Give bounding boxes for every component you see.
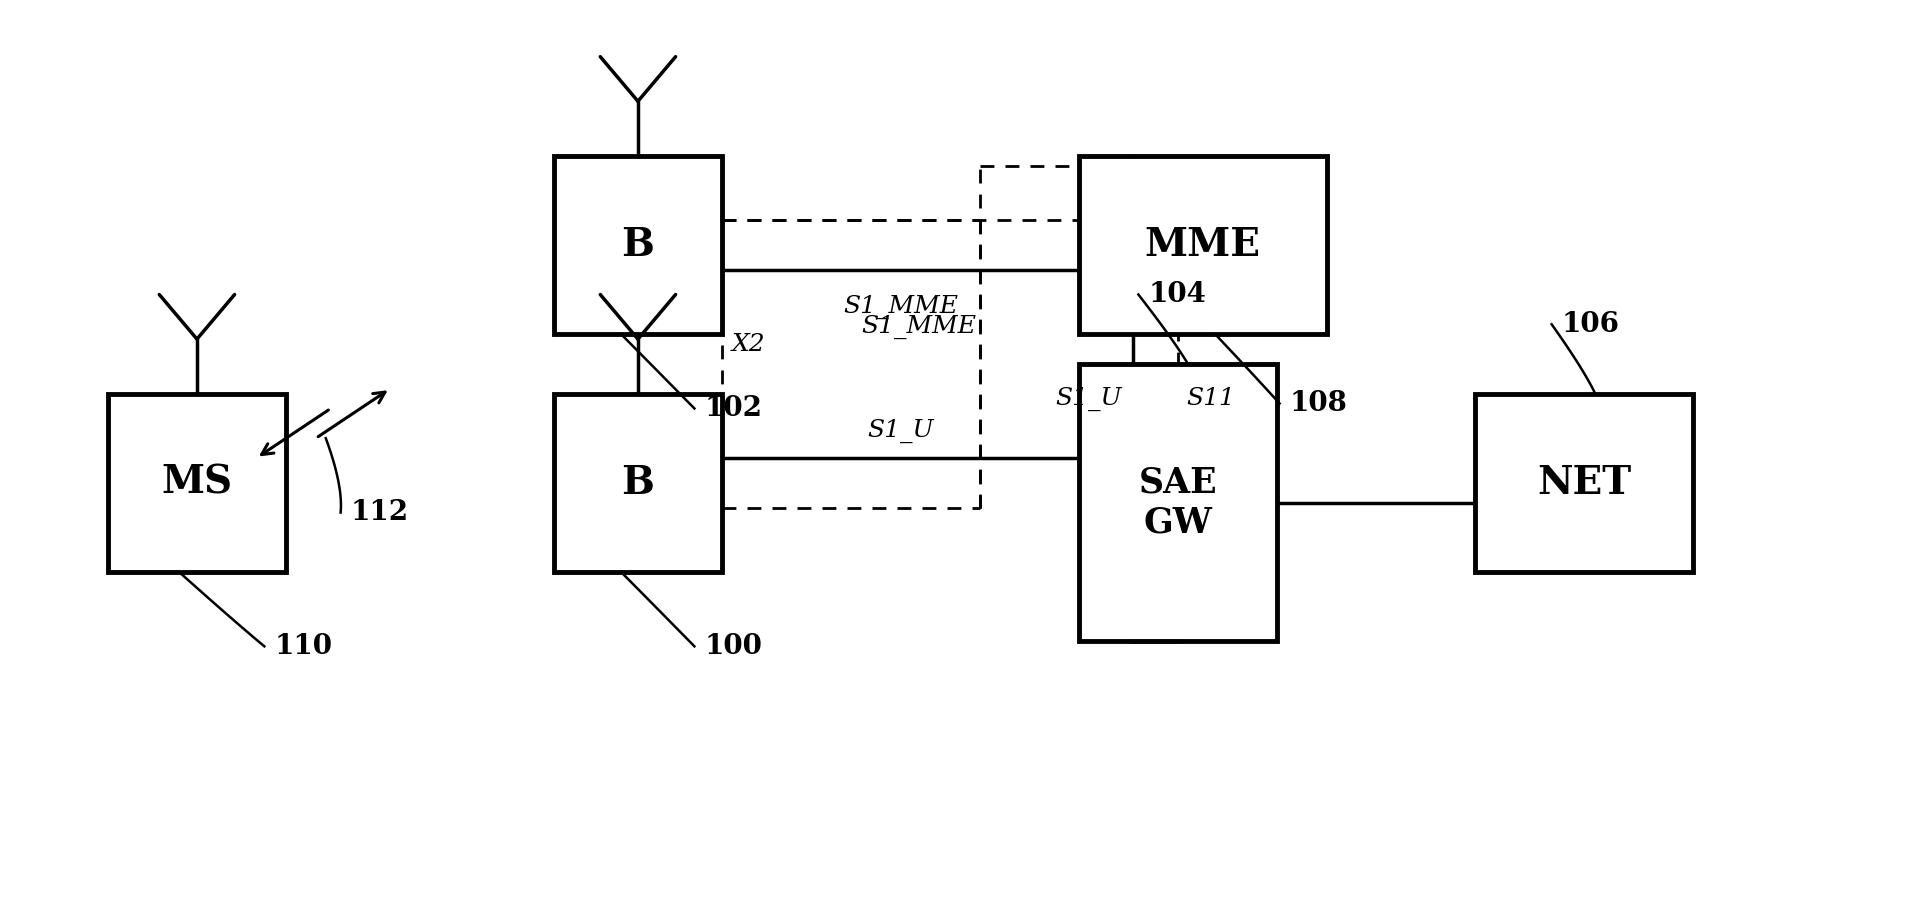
Text: B: B (622, 226, 654, 264)
Text: 108: 108 (1290, 390, 1347, 417)
Text: S1_MME: S1_MME (862, 315, 977, 339)
Bar (555, 156, 722, 334)
Text: 112: 112 (351, 499, 409, 526)
Bar (1476, 393, 1693, 572)
Text: S1_MME: S1_MME (842, 294, 958, 318)
Text: 106: 106 (1562, 311, 1620, 338)
Text: MME: MME (1146, 226, 1261, 264)
Text: S1_U: S1_U (1055, 387, 1121, 411)
Bar (1078, 156, 1326, 334)
Text: B: B (622, 463, 654, 502)
Text: NET: NET (1537, 463, 1631, 502)
Bar (1078, 364, 1278, 641)
Text: S11: S11 (1186, 387, 1234, 410)
Text: SAE
GW: SAE GW (1138, 466, 1217, 539)
Bar (555, 393, 722, 572)
Text: 102: 102 (704, 395, 762, 422)
Text: X2: X2 (731, 332, 766, 355)
Text: 100: 100 (704, 633, 762, 660)
Text: 104: 104 (1148, 281, 1207, 308)
Text: S1_U: S1_U (867, 419, 935, 443)
Bar (107, 393, 286, 572)
Text: MS: MS (161, 463, 232, 502)
Text: 110: 110 (274, 633, 332, 660)
